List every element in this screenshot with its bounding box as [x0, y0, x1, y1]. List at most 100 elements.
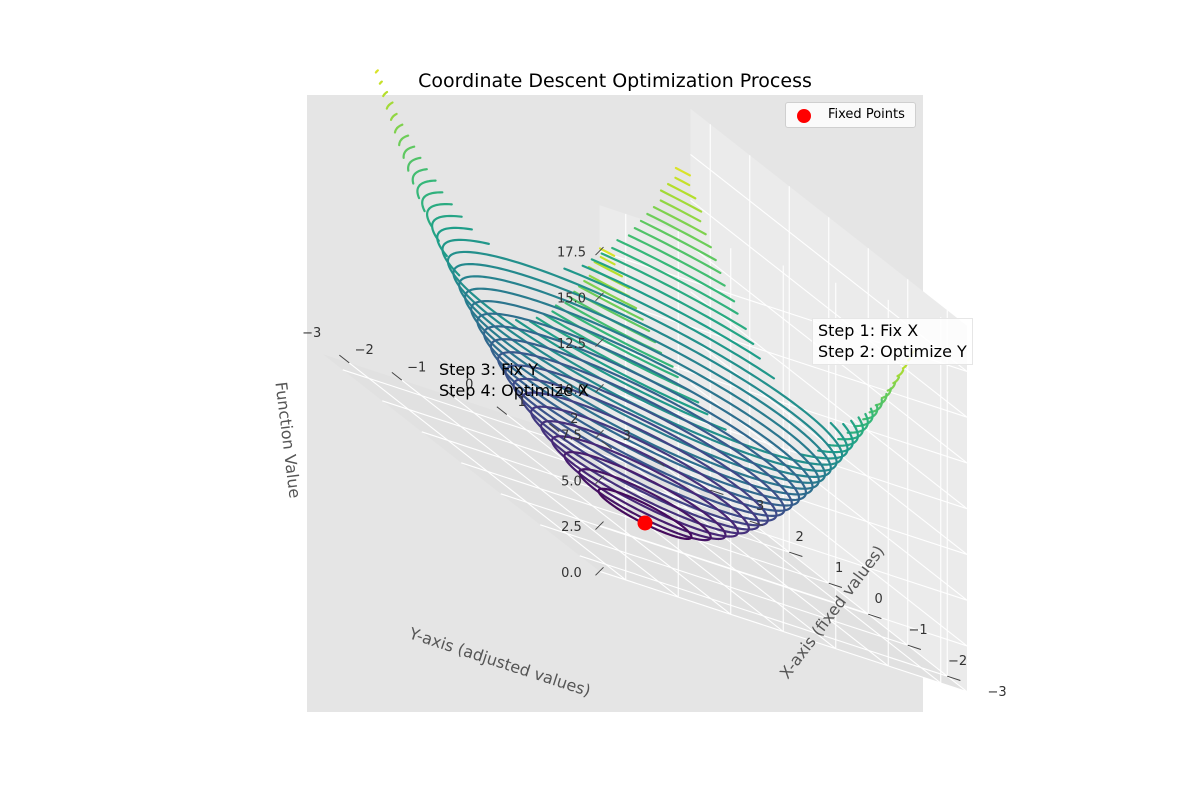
contour-line [593, 260, 623, 278]
x-tick-mark [828, 582, 843, 588]
contour-line [443, 238, 490, 246]
z-tick-label: 12.5 [557, 337, 586, 352]
grid-back-z [690, 199, 968, 418]
contour-line [659, 189, 703, 213]
x-tick-label: 2 [795, 530, 803, 545]
y-tick-label: 3 [623, 429, 631, 444]
z-tick-mark [595, 292, 604, 302]
contour-line [827, 419, 859, 447]
contour-line [413, 168, 428, 175]
annotation-steps-1-2: Step 1: Fix X Step 2: Optimize Y [812, 318, 973, 365]
contour-line [600, 252, 747, 331]
contour-line [674, 166, 692, 177]
contour-line [598, 247, 616, 257]
contour-line [400, 134, 410, 141]
y-tick-mark [654, 457, 665, 467]
contour-line [514, 318, 727, 431]
contour-line [896, 369, 905, 378]
x-tick-label: 3 [756, 499, 764, 514]
contour-line [563, 451, 727, 541]
contour-line [404, 145, 416, 152]
contour-line [627, 234, 726, 287]
grid-floor-y [663, 465, 942, 684]
x-tick-mark [947, 675, 961, 681]
contour-line [418, 179, 437, 187]
y-tick-label: −1 [407, 360, 426, 375]
contour-line [446, 250, 844, 466]
contour-line [597, 487, 693, 541]
annotation-step-4: Step 4: Optimize X [439, 381, 589, 400]
legend-marker-fixed-points [797, 109, 811, 123]
contour-line [489, 338, 801, 507]
contour-line [389, 115, 395, 121]
contour-line [590, 258, 755, 346]
grid-floor-x [342, 369, 711, 491]
z-tick-mark [595, 246, 604, 256]
contour-line [583, 279, 638, 310]
contour-line [378, 81, 382, 85]
contour-line [551, 310, 679, 379]
contour-line [393, 126, 399, 134]
contour-line [550, 435, 740, 538]
y-tick-label: −3 [302, 326, 321, 341]
contour-line [837, 416, 864, 441]
y-tick-label: 1 [518, 395, 526, 410]
contour-line [438, 226, 473, 234]
contour-line [880, 387, 892, 400]
z-tick-label: 7.5 [561, 429, 582, 444]
z-tick-label: 15.0 [557, 291, 586, 306]
contour-line [543, 313, 690, 392]
y-tick-label: 2 [570, 412, 578, 427]
contour-line [599, 255, 616, 266]
contour-line [846, 412, 869, 434]
z-tick-mark [595, 566, 604, 576]
contour-line [428, 203, 453, 210]
annotation-step-2: Step 2: Optimize Y [818, 342, 967, 361]
x-tick-mark [907, 644, 922, 650]
contour-line [441, 243, 461, 277]
x-tick-mark [710, 489, 724, 495]
contour-line [421, 195, 426, 213]
contour-line [659, 199, 702, 223]
y-tick-label: −2 [355, 343, 374, 358]
contour-line [868, 398, 883, 414]
grid-side-z [599, 433, 968, 555]
z-tick-label: 17.5 [557, 246, 586, 261]
contour-line [639, 219, 717, 262]
z-tick-mark [595, 475, 604, 485]
grid-side-z [599, 296, 968, 418]
z-tick-label: 5.0 [561, 474, 582, 489]
chart-title: Coordinate Descent Optimization Process [418, 70, 812, 92]
z-tick-label: 10.0 [557, 383, 586, 398]
contour-line [540, 420, 750, 535]
grid-side-z [599, 570, 968, 693]
x-tick-label: −2 [948, 654, 967, 669]
y-tick-label: 0 [465, 378, 473, 393]
contour-line [667, 182, 697, 200]
x-tick-label: −1 [909, 623, 928, 638]
legend-label-fixed-points: Fixed Points [828, 107, 905, 122]
y-tick-mark [339, 354, 350, 364]
contour-line [385, 104, 390, 110]
annotation-step-1: Step 1: Fix X [818, 321, 919, 340]
z-tick-mark [595, 383, 604, 393]
x-tick-mark [868, 613, 882, 619]
grid-side-z [599, 525, 968, 647]
x-tick-label: 1 [835, 561, 843, 576]
contour-line [800, 421, 849, 460]
y-tick-mark [549, 423, 560, 433]
x-tick-label: 0 [874, 592, 882, 607]
contour-line [423, 191, 444, 199]
contour-line [426, 207, 433, 228]
contour-line [554, 304, 674, 368]
contour-line [578, 285, 644, 321]
contour-line [431, 219, 440, 243]
contour-line [402, 149, 408, 159]
annotation-steps-3-4: Step 3: Fix Y Step 4: Optimize X [439, 359, 589, 401]
z-tick-label: 2.5 [561, 520, 582, 535]
grid-back-z [690, 291, 968, 510]
legend: Fixed Points [785, 102, 916, 128]
contour-line [563, 267, 776, 380]
